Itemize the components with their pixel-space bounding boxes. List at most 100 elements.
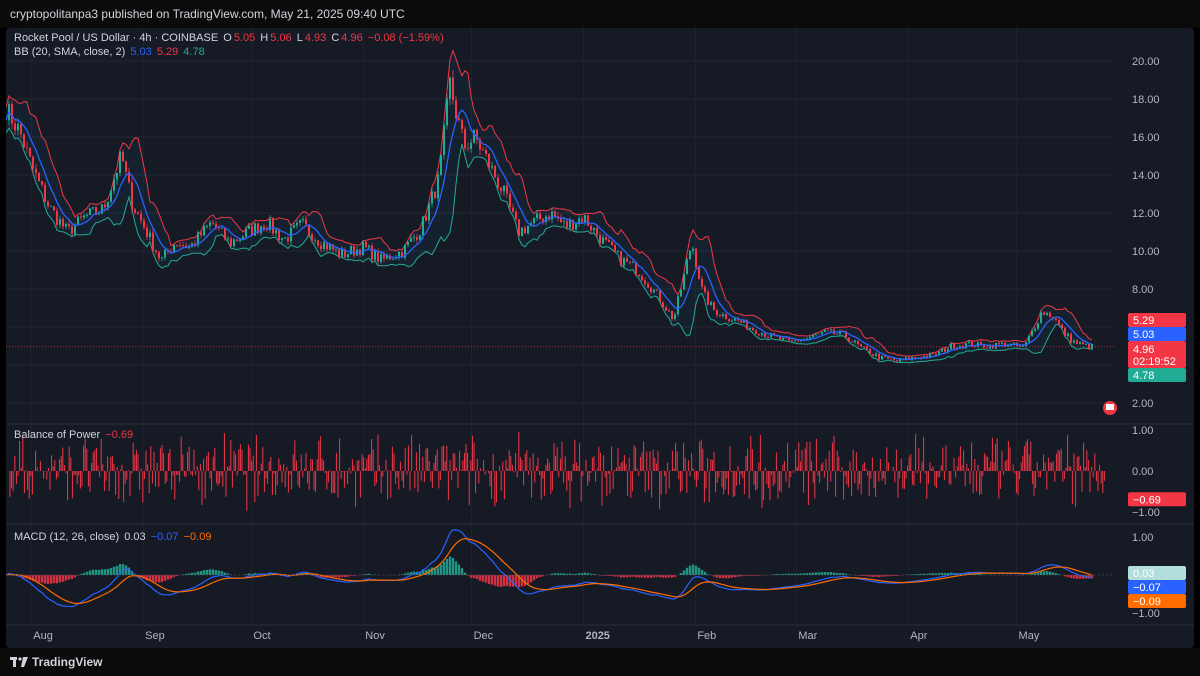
candle-body xyxy=(938,351,940,356)
candle-body xyxy=(314,240,316,242)
bb-lower-line xyxy=(6,127,1093,364)
candle-body xyxy=(569,220,571,228)
candle-body xyxy=(662,302,664,308)
bb-basis-line xyxy=(6,109,1093,361)
bb-upper-badge-text: 5.29 xyxy=(1133,315,1154,327)
candle-body xyxy=(815,334,817,336)
close-value: 4.96 xyxy=(341,32,363,44)
candle-body xyxy=(533,218,535,224)
candle-body xyxy=(290,227,292,242)
candle-body xyxy=(611,241,613,246)
chart-canvas[interactable]: 2.004.006.008.0010.0012.0014.0016.0018.0… xyxy=(6,28,1194,648)
candle-body xyxy=(374,250,376,260)
candle-body xyxy=(827,329,829,331)
candle-body xyxy=(68,223,70,227)
candle-body xyxy=(458,118,460,121)
candle-body xyxy=(26,147,28,149)
candle-body xyxy=(179,245,181,246)
candle-body xyxy=(860,344,862,347)
candle-body xyxy=(890,358,892,360)
candle-body xyxy=(263,226,265,229)
candle-body xyxy=(596,227,598,235)
candle-body xyxy=(566,221,568,228)
candle-body xyxy=(38,173,40,181)
candle-body xyxy=(482,149,484,151)
price-tick-label: 10.00 xyxy=(1132,246,1160,258)
candle-body xyxy=(95,207,97,215)
candle-body xyxy=(251,225,253,236)
candle-body xyxy=(656,289,658,291)
candle-body xyxy=(272,218,274,234)
candle-body xyxy=(11,103,13,124)
candle-body xyxy=(212,222,214,224)
candle-body xyxy=(155,250,157,253)
candle-body xyxy=(350,246,352,255)
candle-body xyxy=(905,357,907,360)
candle-body xyxy=(23,134,25,148)
candle-body xyxy=(701,279,703,287)
candle-body xyxy=(809,337,811,339)
candle-body xyxy=(434,191,436,199)
candle-body xyxy=(659,290,661,303)
candle-body xyxy=(983,343,985,348)
candle-body xyxy=(1043,312,1045,316)
us-flag-icon-inner xyxy=(1106,404,1114,410)
candle-body xyxy=(944,348,946,352)
price-tick-label: 20.00 xyxy=(1132,56,1160,68)
candle-body xyxy=(371,245,373,260)
candle-body xyxy=(893,358,895,361)
candle-body xyxy=(710,302,712,305)
candle-body xyxy=(320,245,322,250)
candle-body xyxy=(749,327,751,330)
candle-body xyxy=(806,338,808,340)
candle-body xyxy=(665,307,667,311)
candle-body xyxy=(404,244,406,258)
candle-body xyxy=(668,310,670,312)
candle-body xyxy=(617,251,619,252)
candle-body xyxy=(428,203,430,221)
time-tick-label: Feb xyxy=(697,630,716,642)
pane-dividers xyxy=(6,423,1194,626)
candle-body xyxy=(317,240,319,246)
candle-body xyxy=(248,225,250,229)
candle-body xyxy=(431,191,433,204)
candle-body xyxy=(677,296,679,315)
candle-body xyxy=(326,242,328,250)
candle-body xyxy=(365,241,367,248)
price-pane xyxy=(6,49,1117,415)
candle-body xyxy=(857,340,859,345)
candle-body xyxy=(1028,335,1030,343)
candle-body xyxy=(1073,340,1075,343)
candle-body xyxy=(692,248,694,251)
candle-body xyxy=(170,251,172,253)
candle-body xyxy=(644,280,646,284)
candle-body xyxy=(563,221,565,223)
candle-body xyxy=(1040,312,1042,324)
candle-body xyxy=(455,100,457,119)
candle-body xyxy=(764,333,766,337)
candle-body xyxy=(131,182,133,210)
candle-body xyxy=(1058,319,1060,325)
bb-lower-badge-text: 4.78 xyxy=(1133,370,1154,382)
candle-body xyxy=(854,340,856,343)
chart-frame[interactable]: 2.004.006.008.0010.0012.0014.0016.0018.0… xyxy=(6,28,1194,648)
candle-body xyxy=(1013,342,1015,344)
candle-body xyxy=(578,218,580,224)
candle-body xyxy=(1061,324,1063,328)
candle-body xyxy=(839,330,841,335)
candle-body xyxy=(728,319,730,322)
tradingview-logo[interactable]: TradingView xyxy=(10,655,102,669)
time-axis: Aug Sep Oct Nov Dec 2025 Feb Mar Apr May xyxy=(33,630,1040,642)
countdown-text: 02:19:52 xyxy=(1133,356,1176,368)
price-tick-label: 12.00 xyxy=(1132,208,1160,220)
bb-lower-badge: 4.78 xyxy=(1128,368,1186,382)
candle-body xyxy=(971,341,973,347)
candle-body xyxy=(164,249,166,258)
candle-body xyxy=(206,225,208,227)
candle-body xyxy=(128,171,130,183)
candle-body xyxy=(419,235,421,241)
candle-body xyxy=(704,286,706,292)
candle-body xyxy=(65,223,67,227)
candle-body xyxy=(638,274,640,277)
candle-body xyxy=(35,168,37,174)
